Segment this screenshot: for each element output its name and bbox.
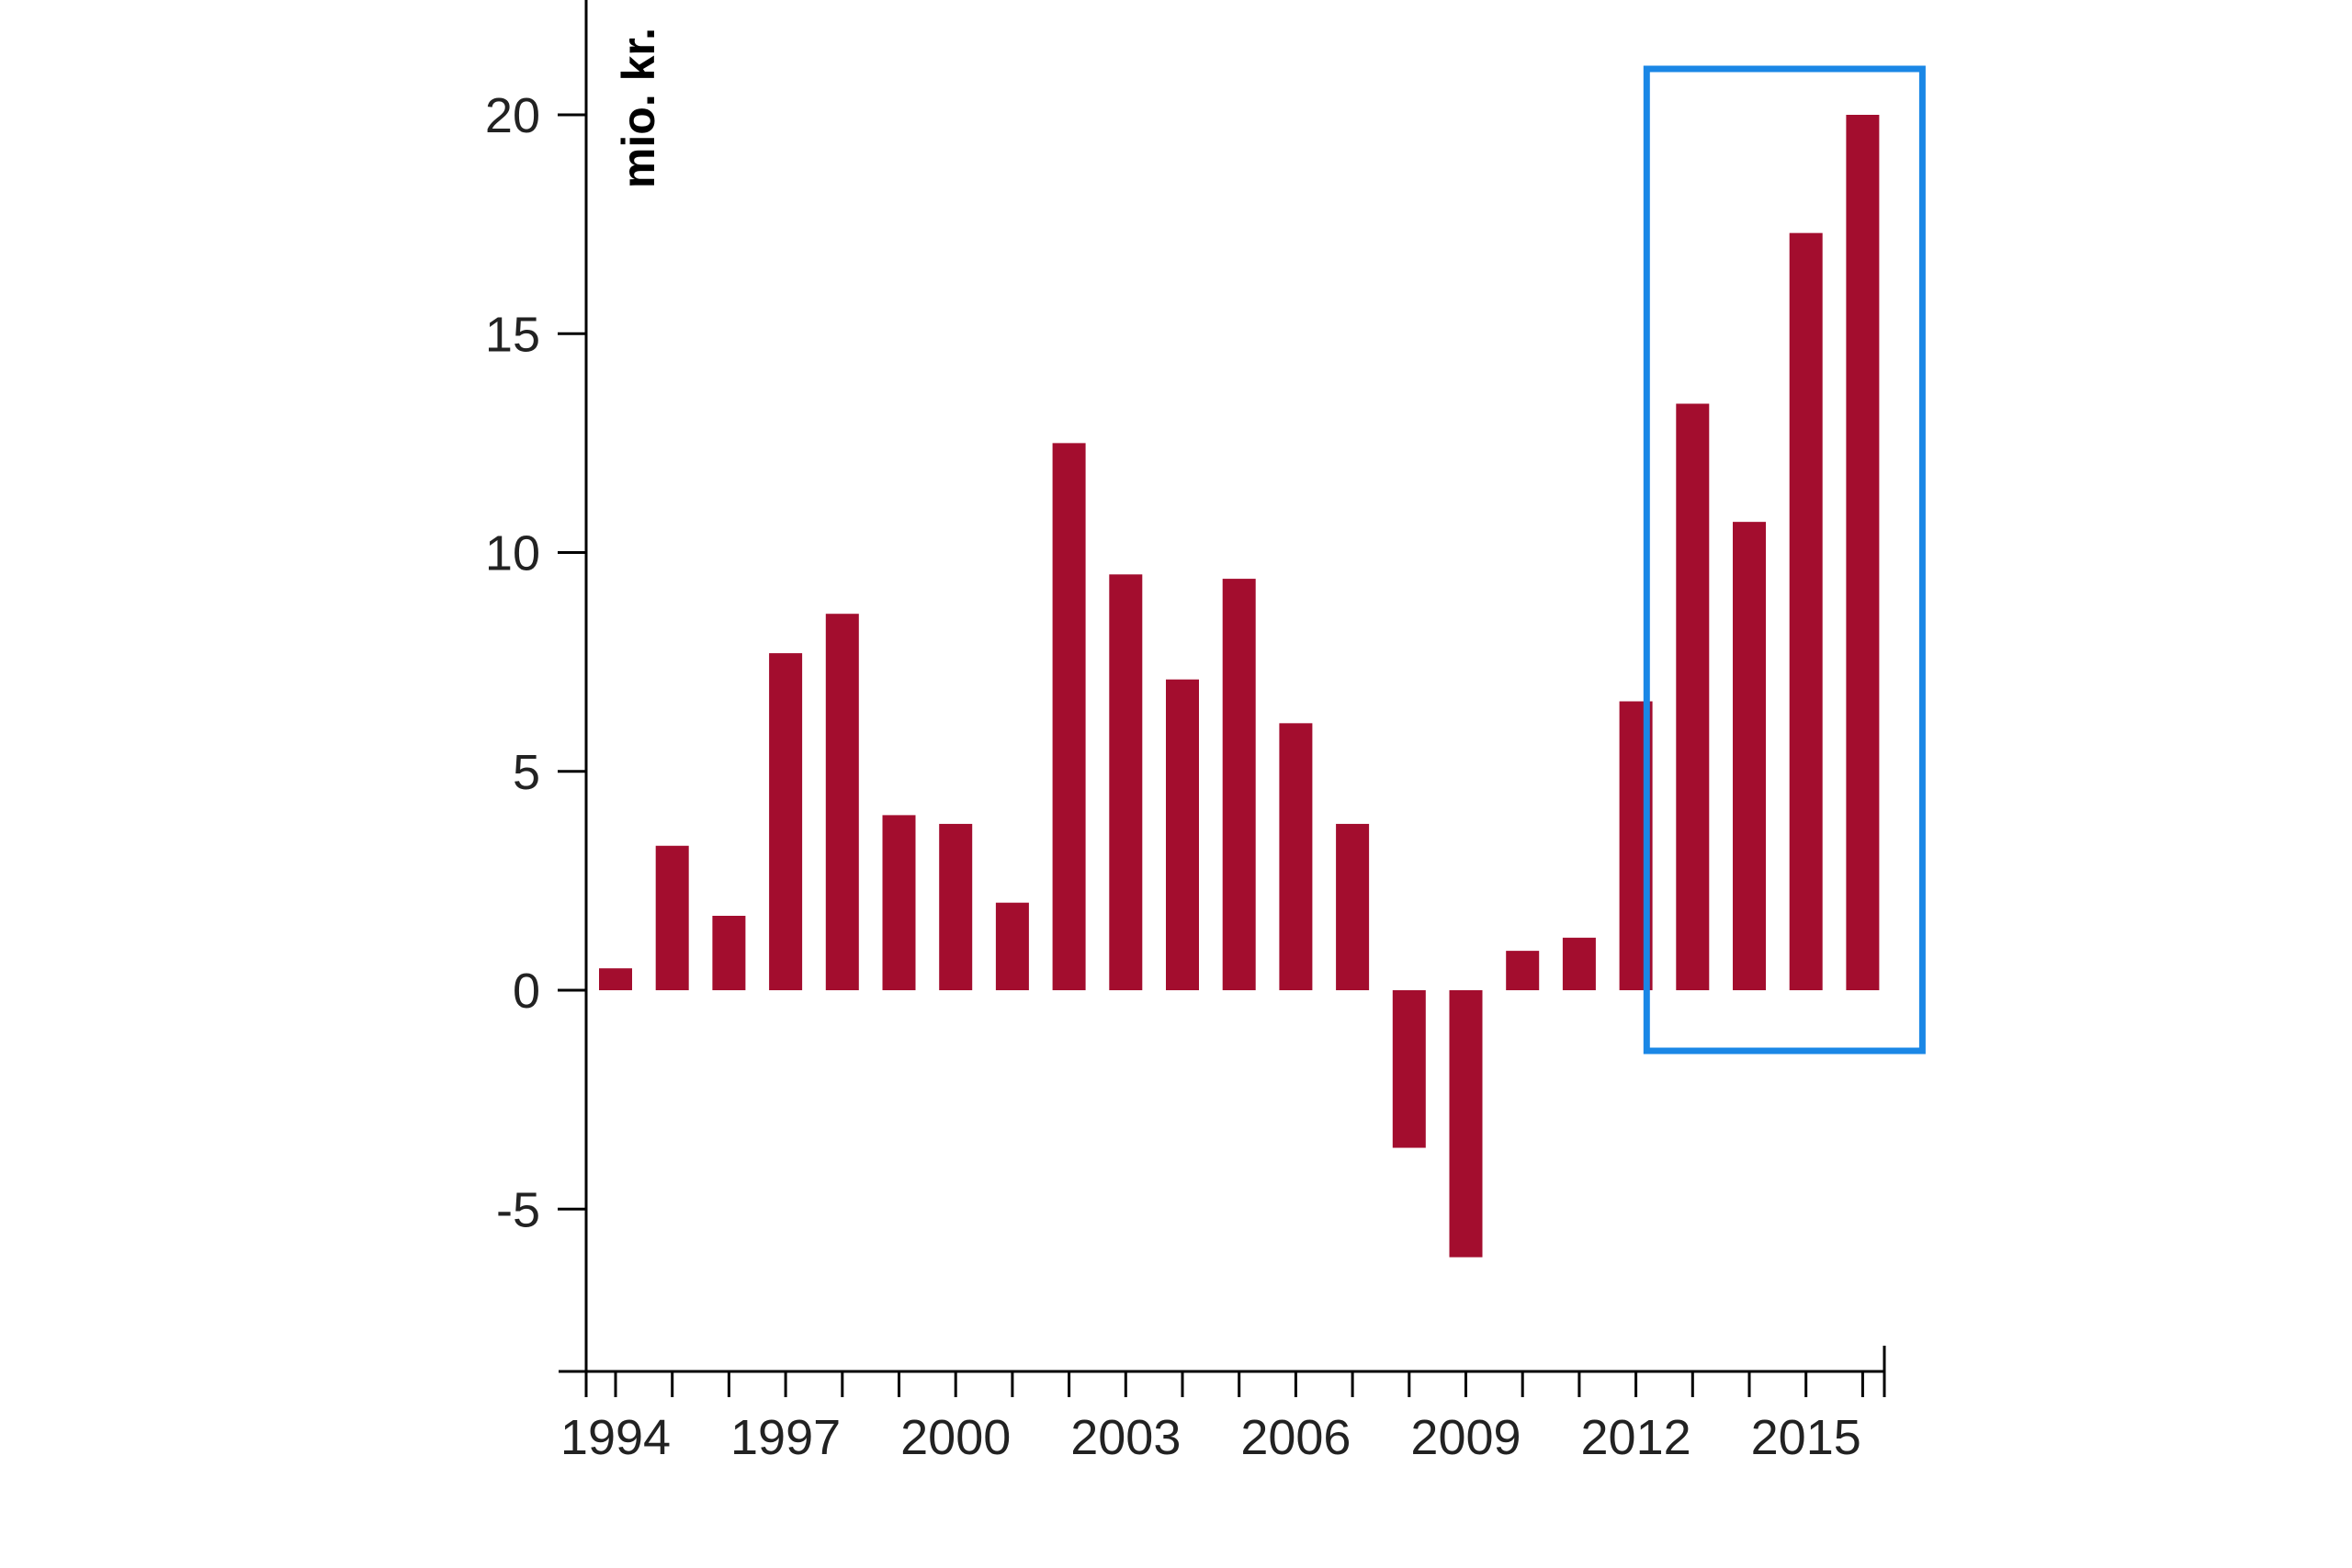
bar-2014 <box>1733 522 1766 990</box>
y-tick-label: 20 <box>485 88 540 143</box>
bar-1996 <box>712 915 746 990</box>
y-tick-label: 5 <box>513 745 540 800</box>
y-tick-label: -5 <box>496 1182 540 1237</box>
bar-2013 <box>1676 403 1710 990</box>
bar-2015 <box>1789 232 1823 990</box>
bar-2003 <box>1109 574 1143 990</box>
bar-2016 <box>1846 115 1880 990</box>
x-tick-label: 2012 <box>1581 1410 1691 1465</box>
bars-group <box>599 115 1880 1258</box>
bar-2005 <box>1222 579 1256 990</box>
highlight-box <box>1643 65 1926 1055</box>
bar-2010 <box>1506 951 1540 990</box>
bar-1995 <box>655 845 689 990</box>
x-tick-label: 2003 <box>1070 1410 1181 1465</box>
x-tick-label: 2000 <box>900 1410 1011 1465</box>
x-tick-label: 2009 <box>1410 1410 1521 1465</box>
axes-group: -5 0 5 10 15 20 1994 1997 2000 2003 2006 2009 2012 20… <box>485 0 1926 1465</box>
x-tick-label: 2006 <box>1240 1410 1351 1465</box>
bar-2001 <box>995 902 1029 990</box>
y-tick-label: 0 <box>513 964 540 1019</box>
y-axis-label: mio. kr. <box>613 28 664 188</box>
bar-1999 <box>882 815 916 990</box>
bar-2006 <box>1279 723 1313 990</box>
bar-2000 <box>939 823 973 990</box>
bar-2011 <box>1562 937 1596 990</box>
bar-1998 <box>825 614 859 990</box>
bar-2008 <box>1392 990 1426 1148</box>
y-tick-label: 10 <box>485 526 540 581</box>
bar-2004 <box>1166 679 1199 990</box>
bar-1997 <box>769 653 803 990</box>
bar-2009 <box>1449 990 1483 1258</box>
x-tick-label: 1997 <box>730 1410 841 1465</box>
bar-2007 <box>1336 823 1370 990</box>
y-tick-label: 15 <box>485 307 540 362</box>
bar-1994 <box>599 968 632 990</box>
x-tick-label: 2015 <box>1751 1410 1861 1465</box>
x-tick-label: 1994 <box>560 1410 671 1465</box>
bar-2002 <box>1052 443 1086 990</box>
